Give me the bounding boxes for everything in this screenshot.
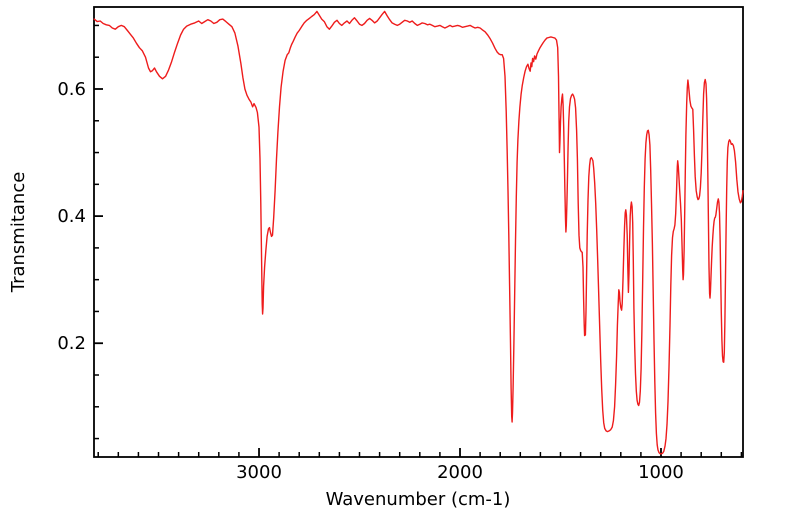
plot-area: 3000 2000 1000 0.6 0.4 0.2 — [57, 6, 744, 483]
plot-border — [93, 6, 744, 458]
y-tick-label: 0.6 — [57, 79, 86, 100]
x-axis-title: Wavenumber (cm-1) — [326, 489, 511, 510]
x-tick-label: 1000 — [638, 462, 684, 483]
y-axis-title: Transmitance — [8, 172, 29, 294]
y-tick-label: 0.4 — [57, 206, 86, 227]
x-tick-label: 2000 — [437, 462, 483, 483]
x-tick-label: 3000 — [236, 462, 282, 483]
spectrum-curve — [93, 10, 744, 455]
y-tick-label: 0.2 — [57, 333, 86, 354]
